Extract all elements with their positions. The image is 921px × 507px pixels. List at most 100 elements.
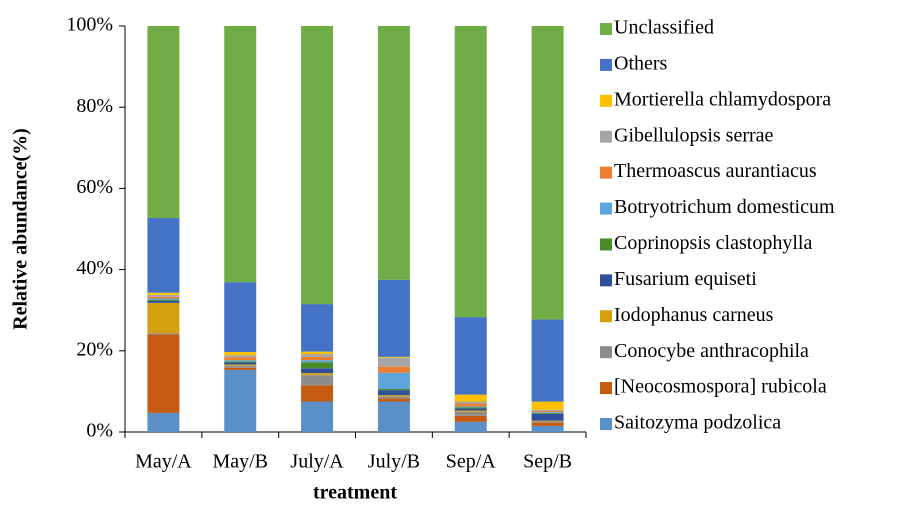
bar-segment xyxy=(454,407,487,409)
bar-segment xyxy=(531,412,564,414)
bar-segment xyxy=(531,319,564,402)
bar-segment xyxy=(147,333,180,335)
bar-segment xyxy=(377,357,410,367)
bar-segment xyxy=(147,334,180,413)
bar-segment xyxy=(301,360,334,363)
bar-segment xyxy=(224,362,257,365)
legend-swatch xyxy=(600,418,612,430)
legend-swatch xyxy=(600,382,612,395)
bar-segment xyxy=(301,351,334,355)
bar-segment xyxy=(224,367,257,370)
legend-swatch xyxy=(600,202,612,215)
bar-segment xyxy=(377,356,410,358)
legend-swatch xyxy=(600,23,612,35)
y-axis-title: Relative abundance(%) xyxy=(10,128,32,330)
bar-segment xyxy=(147,300,180,303)
bar-segment xyxy=(531,401,564,410)
y-tick-label: 20% xyxy=(76,338,113,360)
bar-segment xyxy=(301,401,334,432)
bar-segment xyxy=(377,366,410,373)
bar-segment xyxy=(377,398,410,402)
bar-segment xyxy=(301,373,334,376)
legend-swatch xyxy=(600,238,612,251)
legend-label: Saitozyma podzolica xyxy=(614,412,781,434)
bar-segment xyxy=(301,356,334,361)
y-tick-label: 0% xyxy=(86,420,113,442)
legend-label: Fusarium equiseti xyxy=(614,268,757,290)
bar-segment xyxy=(454,26,487,318)
legend-label: Others xyxy=(614,53,668,75)
y-tick-label: 40% xyxy=(76,257,113,279)
bar-segment xyxy=(531,422,564,426)
bar-segment xyxy=(454,408,487,411)
bar-segment xyxy=(224,365,257,368)
bar-segment xyxy=(531,421,564,423)
bar-segment xyxy=(531,410,564,413)
bar-segment xyxy=(531,412,564,413)
bar-segment xyxy=(377,390,410,396)
bar-segment xyxy=(454,401,487,404)
bar-segment xyxy=(147,299,180,301)
bar-segment xyxy=(377,388,410,391)
x-tick-label: May/B xyxy=(212,451,268,473)
bar-segment xyxy=(224,364,257,366)
legend-label: Thermoascus aurantiacus xyxy=(614,160,817,182)
legend-label: Botryotrichum domesticum xyxy=(614,196,835,218)
bar-segment xyxy=(301,304,334,352)
legend-swatch xyxy=(600,58,612,71)
bar-segment xyxy=(147,298,180,300)
x-tick-label: Sep/A xyxy=(446,451,497,473)
bar-segment xyxy=(147,412,180,432)
bar-segment xyxy=(147,26,180,219)
bar-segment xyxy=(224,282,257,353)
bar-segment xyxy=(147,218,180,293)
bar-segment xyxy=(301,354,334,357)
bar-segment xyxy=(301,375,334,386)
bar-segment xyxy=(454,415,487,422)
bar-segment xyxy=(454,406,487,408)
bar-segment xyxy=(454,410,487,412)
legend-swatch xyxy=(600,274,612,287)
bar-segment xyxy=(147,294,180,297)
y-tick-label: 60% xyxy=(76,176,113,198)
bar-segment xyxy=(377,396,410,399)
bar-segment xyxy=(301,26,334,305)
legend-swatch xyxy=(600,166,612,179)
bar-segment xyxy=(454,421,487,432)
bar-segment xyxy=(454,317,487,395)
bar-segment xyxy=(377,395,410,397)
x-tick-label: May/A xyxy=(135,451,192,473)
bar-segment xyxy=(224,352,257,356)
bar-segment xyxy=(531,425,564,432)
legend-label: Iodophanus carneus xyxy=(614,304,774,326)
bar-segment xyxy=(301,362,334,369)
bar-segment xyxy=(377,372,410,389)
legend-swatch xyxy=(600,130,612,143)
bar-segment xyxy=(377,279,410,357)
legend-label: Gibellulopsis serrae xyxy=(614,124,774,146)
bar-segment xyxy=(224,369,257,432)
bar-segment xyxy=(454,394,487,402)
bar-segment xyxy=(377,401,410,432)
y-tick-label: 100% xyxy=(66,14,113,36)
bar-segment xyxy=(454,411,487,416)
legend-label: Conocybe anthracophila xyxy=(614,340,809,362)
y-tick-label: 80% xyxy=(76,95,113,117)
bar-segment xyxy=(224,355,257,358)
bar-segment xyxy=(147,292,180,295)
bar-segment xyxy=(454,403,487,407)
bar-segment xyxy=(224,361,257,363)
legend-label: Unclassified xyxy=(614,17,714,39)
bar-segment xyxy=(224,357,257,361)
bar-segment xyxy=(147,302,180,334)
legend-label: Coprinopsis clastophylla xyxy=(614,232,812,254)
bar-segment xyxy=(531,413,564,421)
legend-label: Mortierella chlamydospora xyxy=(614,88,831,110)
bar-segment xyxy=(147,296,180,299)
legend-swatch xyxy=(600,94,612,107)
x-tick-label: July/A xyxy=(290,451,344,473)
bar-segment xyxy=(301,368,334,374)
x-axis-title: treatment xyxy=(313,482,397,504)
bar-segment xyxy=(531,409,564,411)
bar-segment xyxy=(377,26,410,280)
